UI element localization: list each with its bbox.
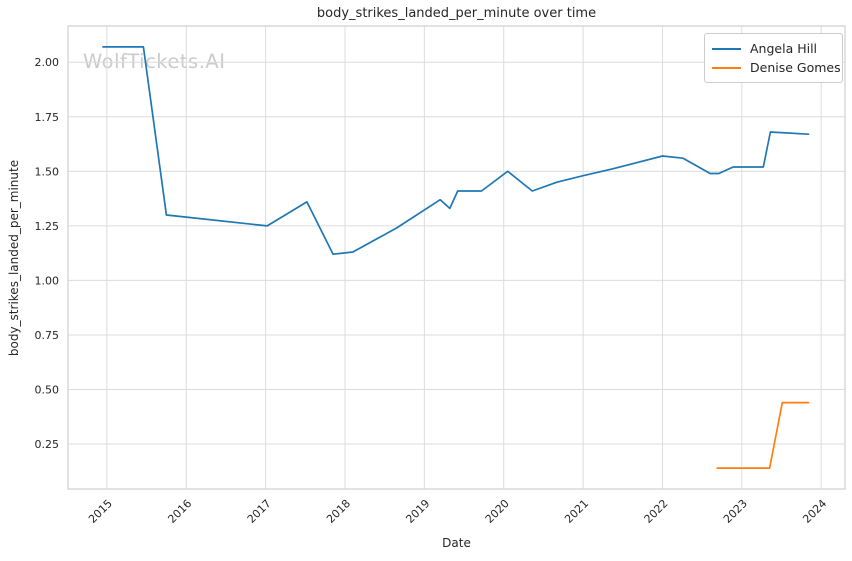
y-tick-label: 0.50 [35, 384, 60, 397]
y-tick-label: 2.00 [35, 56, 60, 69]
series-line-angela-hill [102, 46, 810, 256]
x-axis-label: Date [442, 536, 471, 550]
x-tick-label: 2017 [245, 497, 274, 526]
y-tick-label: 1.25 [35, 220, 60, 233]
x-tick-label: 2021 [562, 497, 591, 526]
y-tick-label: 1.50 [35, 165, 60, 178]
x-tick-label: 2020 [483, 497, 512, 526]
legend-label-denise-gomes: Denise Gomes [750, 60, 841, 75]
series-line-denise-gomes [716, 401, 810, 469]
x-tick-label: 2016 [165, 497, 194, 526]
legend-swatch-denise-gomes [712, 66, 741, 69]
x-tick-label: 2019 [403, 497, 432, 526]
x-tick-label: 2023 [721, 497, 750, 526]
y-tick-label: 0.25 [35, 438, 60, 451]
legend: Angela Hill Denise Gomes [704, 33, 843, 83]
plot-border [67, 25, 846, 490]
x-tick-label: 2015 [86, 497, 115, 526]
legend-swatch-angela-hill [712, 47, 741, 50]
x-tick-label: 2024 [800, 497, 829, 526]
legend-entry-angela-hill: Angela Hill [712, 39, 834, 58]
y-tick-label: 0.75 [35, 329, 60, 342]
y-tick-label: 1.75 [35, 111, 60, 124]
y-tick-label: 1.00 [35, 274, 60, 287]
legend-label-angela-hill: Angela Hill [750, 41, 818, 56]
watermark: WolfTickets.AI [83, 50, 226, 73]
x-tick-label: 2018 [324, 497, 353, 526]
legend-entry-denise-gomes: Denise Gomes [712, 58, 841, 77]
x-tick-label: 2022 [642, 497, 671, 526]
chart-title: body_strikes_landed_per_minute over time [316, 6, 597, 21]
